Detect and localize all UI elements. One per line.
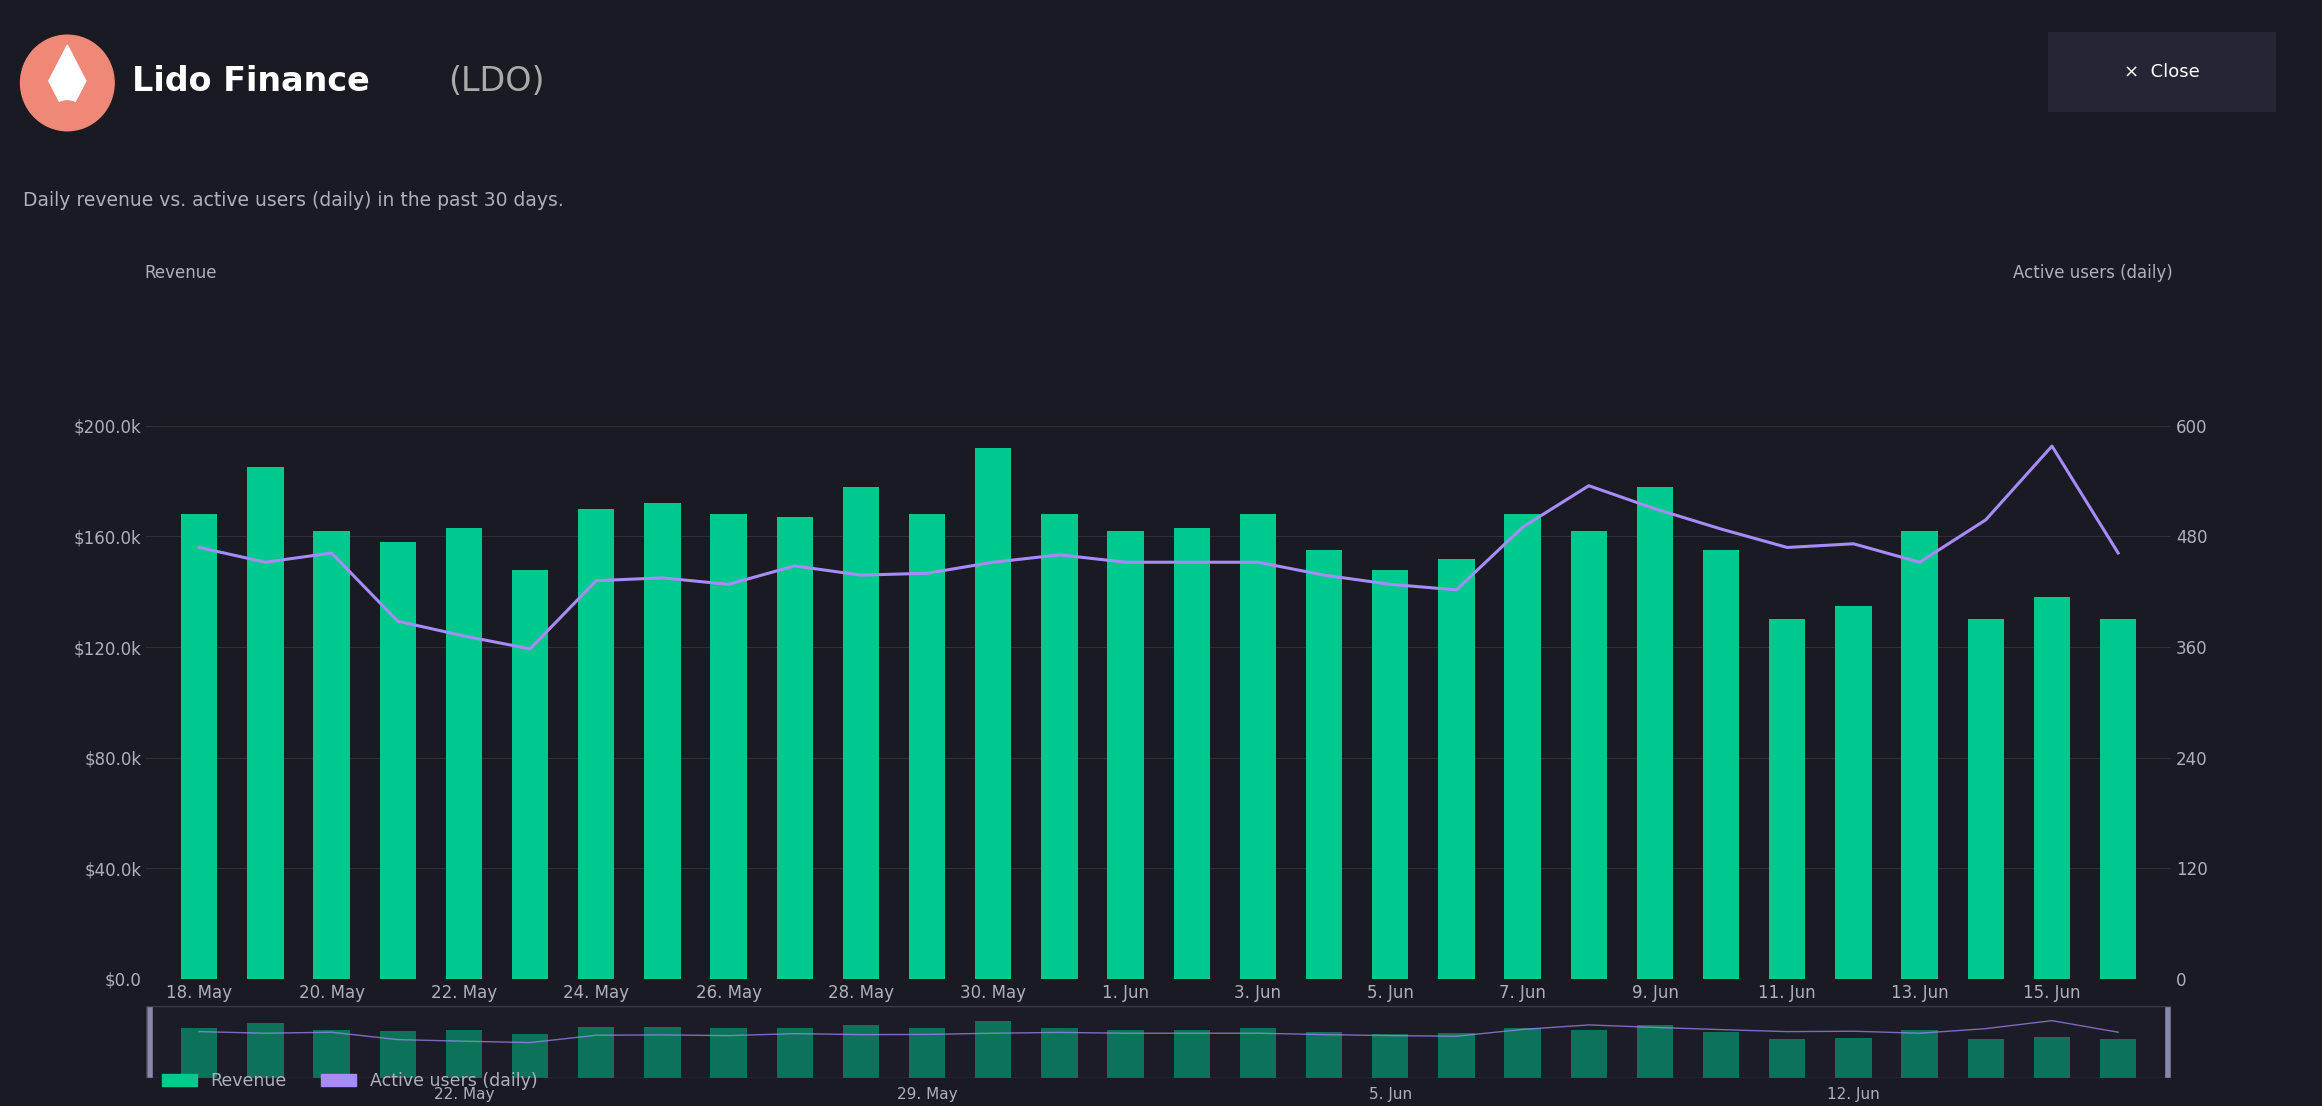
Bar [378,542,416,979]
Bar [1173,1030,1210,1078]
Bar [1702,1032,1739,1078]
Bar [378,1031,416,1078]
Bar [446,529,483,979]
Bar [1372,1034,1409,1078]
Bar [578,1027,615,1078]
Bar [843,487,880,979]
Bar [1967,619,2004,979]
Bar [1108,1030,1145,1078]
Text: Revenue: Revenue [144,264,216,282]
Bar [1240,514,1277,979]
Polygon shape [49,45,86,117]
Bar [908,514,945,979]
Ellipse shape [53,107,81,123]
Bar [1040,514,1077,979]
Bar [246,1023,283,1078]
Bar [1902,1030,1939,1078]
Bar [1834,1037,1872,1078]
Text: 5. Jun: 5. Jun [1368,1087,1412,1103]
Text: Lido Finance: Lido Finance [132,65,369,98]
Bar [2099,619,2136,979]
Text: ×  Close: × Close [2125,63,2199,81]
Circle shape [21,35,114,131]
Bar [2034,597,2071,979]
Ellipse shape [56,101,79,113]
Text: 29. May: 29. May [896,1087,957,1103]
Bar [1637,487,1674,979]
Bar [1437,1033,1474,1078]
Text: 12. Jun: 12. Jun [1827,1087,1881,1103]
Bar [1505,514,1542,979]
Bar [711,1029,748,1078]
Bar [1637,1025,1674,1078]
Bar [1702,551,1739,979]
Bar [1570,1030,1607,1078]
Bar [776,518,813,979]
Bar [446,1030,483,1078]
Bar [313,1030,351,1078]
Text: Active users (daily): Active users (daily) [2013,264,2173,282]
Bar [1902,531,1939,979]
Bar [2099,1040,2136,1078]
Bar [511,570,548,979]
Bar [181,514,218,979]
Bar [975,1021,1012,1078]
Bar [1437,559,1474,979]
Bar [578,509,615,979]
Bar [246,468,283,979]
Bar [1372,570,1409,979]
Bar [1505,1029,1542,1078]
Bar [1173,529,1210,979]
Bar [2034,1037,2071,1078]
Bar [843,1025,880,1078]
Bar [1240,1029,1277,1078]
Text: 22. May: 22. May [434,1087,495,1103]
Polygon shape [56,77,79,108]
Bar [776,1029,813,1078]
Bar [1834,606,1872,979]
Bar [1040,1029,1077,1078]
Text: Daily revenue vs. active users (daily) in the past 30 days.: Daily revenue vs. active users (daily) i… [23,191,564,210]
Bar [1305,551,1342,979]
Bar [1570,531,1607,979]
Bar [181,1029,218,1078]
Text: (LDO): (LDO) [448,65,546,98]
Bar [1305,1032,1342,1078]
Bar [1108,531,1145,979]
Bar [313,531,351,979]
Bar [1769,619,1807,979]
Bar [1769,1040,1807,1078]
Bar [975,448,1012,979]
Legend: Revenue, Active users (daily): Revenue, Active users (daily) [156,1065,546,1097]
FancyBboxPatch shape [2036,29,2287,115]
Bar [711,514,748,979]
Bar [1967,1040,2004,1078]
Bar [908,1029,945,1078]
Bar [511,1034,548,1078]
Bar [643,1026,680,1078]
Bar [643,503,680,979]
